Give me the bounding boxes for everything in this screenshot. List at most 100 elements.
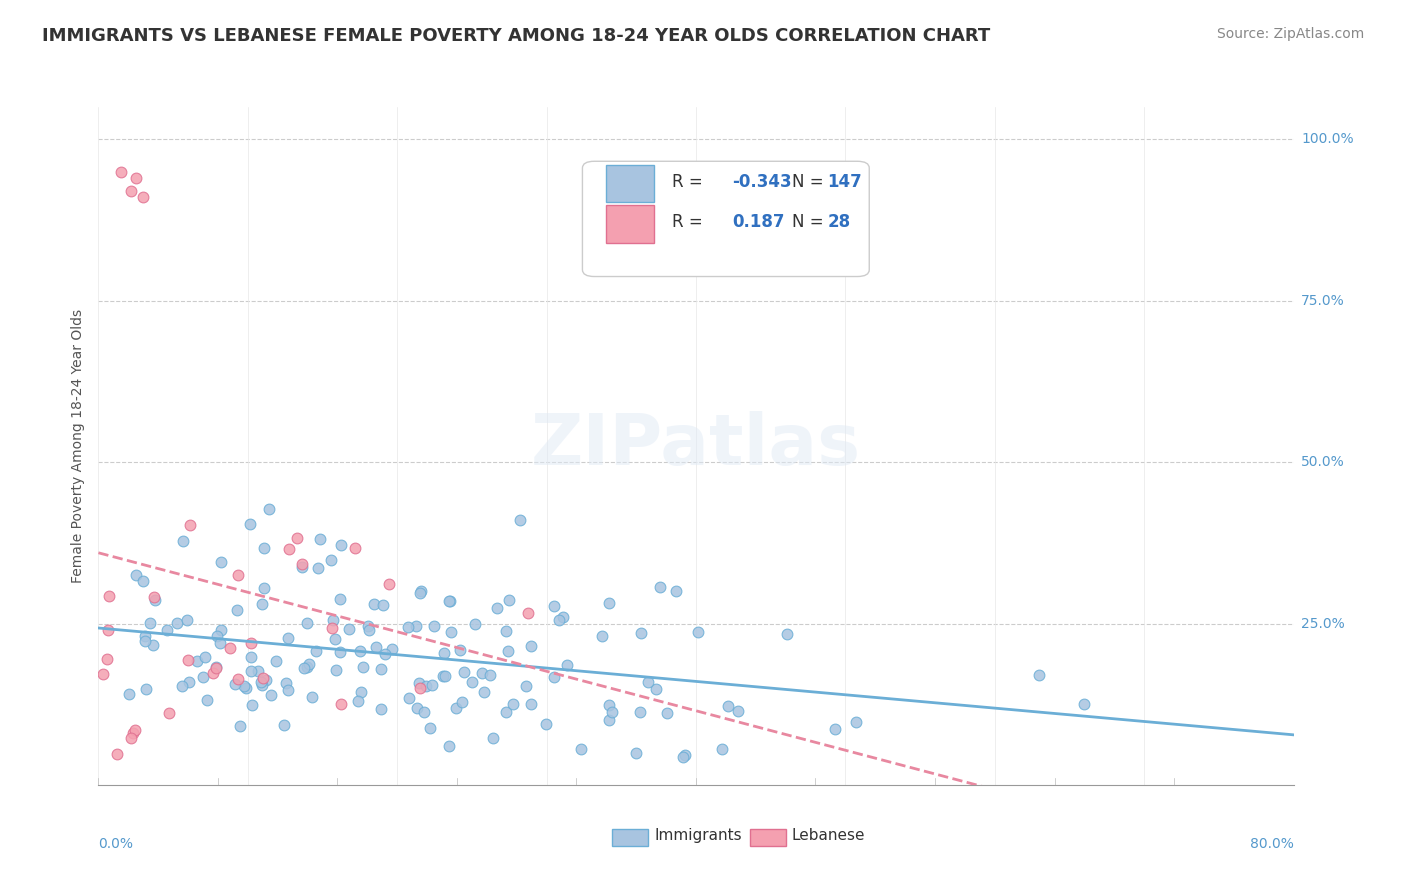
Point bbox=[432, 668, 454, 682]
Point bbox=[307, 561, 329, 575]
Point bbox=[536, 717, 558, 731]
Point bbox=[278, 541, 301, 556]
Point bbox=[439, 739, 461, 753]
Point bbox=[543, 599, 565, 613]
Point bbox=[496, 644, 519, 658]
Point bbox=[291, 559, 314, 574]
Point bbox=[205, 661, 228, 675]
Point bbox=[717, 699, 740, 714]
Point bbox=[195, 692, 218, 706]
Point bbox=[247, 664, 270, 678]
Point bbox=[408, 676, 430, 690]
Point bbox=[645, 681, 668, 696]
Point bbox=[120, 731, 142, 746]
Point bbox=[357, 623, 380, 637]
Point bbox=[209, 555, 232, 569]
Point bbox=[142, 638, 165, 652]
Point bbox=[502, 697, 524, 711]
Point bbox=[309, 532, 332, 546]
Point bbox=[520, 639, 543, 653]
Point bbox=[440, 625, 463, 640]
Point bbox=[249, 675, 271, 690]
Text: 80.0%: 80.0% bbox=[1250, 837, 1294, 851]
Point bbox=[105, 747, 128, 761]
Point bbox=[396, 620, 419, 634]
Point bbox=[479, 668, 502, 682]
FancyBboxPatch shape bbox=[613, 829, 648, 846]
Point bbox=[170, 679, 193, 693]
Point bbox=[672, 750, 695, 764]
Point bbox=[349, 643, 371, 657]
Point bbox=[648, 580, 671, 594]
Point bbox=[471, 666, 494, 681]
Point bbox=[194, 650, 217, 665]
Point bbox=[626, 746, 648, 760]
Point bbox=[274, 676, 297, 690]
Text: 28: 28 bbox=[827, 213, 851, 231]
Point bbox=[329, 538, 352, 552]
Point bbox=[166, 616, 188, 631]
Point bbox=[405, 618, 427, 632]
Point bbox=[553, 609, 575, 624]
Text: 0.0%: 0.0% bbox=[98, 837, 134, 851]
Point bbox=[434, 668, 457, 682]
Point bbox=[177, 652, 200, 666]
Point bbox=[285, 532, 308, 546]
Point bbox=[132, 574, 155, 588]
Point bbox=[277, 683, 299, 698]
FancyBboxPatch shape bbox=[582, 161, 869, 277]
Text: Lebanese: Lebanese bbox=[792, 829, 865, 843]
Point bbox=[1073, 697, 1095, 711]
Point bbox=[328, 645, 350, 659]
Point bbox=[176, 613, 198, 627]
Text: 0.187: 0.187 bbox=[733, 213, 785, 231]
Point bbox=[277, 631, 299, 645]
Point bbox=[139, 615, 162, 630]
Point bbox=[325, 664, 347, 678]
Point bbox=[657, 706, 679, 720]
Point bbox=[202, 665, 225, 680]
Point bbox=[377, 576, 399, 591]
FancyBboxPatch shape bbox=[606, 205, 654, 243]
Point bbox=[363, 597, 385, 611]
Point bbox=[350, 685, 373, 699]
Point bbox=[409, 584, 432, 599]
Text: 75.0%: 75.0% bbox=[1301, 293, 1344, 308]
Point bbox=[543, 670, 565, 684]
Point bbox=[240, 636, 263, 650]
Point bbox=[235, 681, 257, 695]
Point bbox=[120, 184, 142, 198]
Point bbox=[776, 626, 799, 640]
Point bbox=[845, 715, 868, 730]
Point bbox=[134, 629, 156, 643]
Text: R =: R = bbox=[672, 173, 703, 191]
Point bbox=[461, 675, 484, 690]
Point bbox=[298, 657, 321, 671]
Point bbox=[412, 705, 434, 719]
Point bbox=[229, 719, 252, 733]
Point bbox=[208, 636, 231, 650]
Point bbox=[110, 164, 132, 178]
Point bbox=[205, 629, 228, 643]
Point bbox=[219, 640, 242, 655]
Point bbox=[450, 696, 472, 710]
Point bbox=[498, 593, 520, 607]
Point bbox=[357, 619, 380, 633]
Point bbox=[398, 690, 420, 705]
Point bbox=[422, 619, 444, 633]
Point bbox=[444, 701, 467, 715]
Point bbox=[344, 541, 367, 556]
Point bbox=[250, 597, 273, 611]
Point bbox=[453, 665, 475, 679]
Point bbox=[628, 705, 651, 719]
Point bbox=[1028, 667, 1050, 681]
Point bbox=[598, 714, 620, 728]
Point bbox=[419, 721, 441, 735]
Point bbox=[346, 693, 368, 707]
Point bbox=[321, 622, 343, 636]
Point bbox=[329, 591, 352, 606]
Point bbox=[124, 723, 146, 737]
Point bbox=[409, 585, 432, 599]
Point bbox=[179, 675, 201, 690]
Point bbox=[98, 589, 121, 603]
